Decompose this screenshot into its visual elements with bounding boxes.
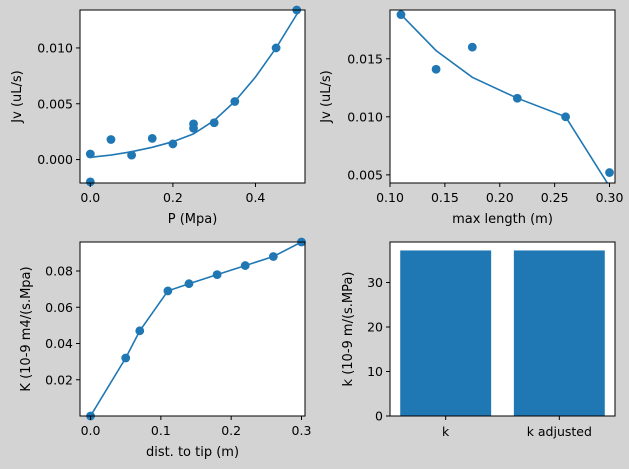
fit-line: [400, 14, 609, 183]
x-tick-label: 0.2: [163, 190, 183, 205]
x-tick-label: 0.4: [246, 190, 266, 205]
x-tick-label: 0.1: [151, 423, 171, 438]
data-point: [135, 326, 145, 336]
data-point: [212, 270, 222, 280]
ylabel: Jv (uL/s): [319, 70, 334, 123]
y-tick-label: 0.04: [45, 336, 73, 351]
fit-line: [90, 10, 301, 159]
x-tick-label: 0.20: [486, 190, 514, 205]
y-tick-label: 10: [367, 364, 383, 379]
x-tick-label: 0.30: [596, 190, 624, 205]
y-tick-label: 0: [375, 409, 383, 424]
xlabel: dist. to tip (m): [146, 445, 239, 460]
y-tick-label: 30: [367, 275, 383, 290]
data-point: [431, 64, 441, 74]
bar-2: [513, 250, 605, 416]
data-point: [163, 286, 173, 296]
y-tick-label: 20: [367, 319, 383, 334]
y-tick-label: 0.08: [45, 264, 73, 279]
subplot-k-vs-dist-to-tip: 0.0 0.1 0.2 0.3 0.02 0.04 0.06 0.08 dist. to t…: [19, 237, 312, 460]
y-tick-label: 0.015: [347, 51, 383, 66]
y-tick-label: 0.02: [45, 372, 73, 387]
x-tick-label: 0.2: [221, 423, 241, 438]
x-tick-label: 0.0: [80, 190, 100, 205]
data-point: [121, 353, 131, 363]
data-point: [268, 252, 278, 261]
xlabel: max length (m): [452, 212, 553, 227]
y-tick-label: 0.005: [347, 167, 383, 182]
ylabel: K (10-9 m4/(s.Mpa): [19, 266, 34, 391]
data-point: [561, 112, 571, 122]
bar-1: [400, 250, 492, 416]
data-point: [271, 43, 281, 53]
ylabel: k (10-9 m/(s.MPa): [341, 272, 356, 387]
data-point: [127, 150, 137, 160]
data-point: [467, 42, 477, 52]
data-point: [147, 133, 157, 143]
x-tick-label: 0.3: [292, 423, 312, 438]
category-label: k: [442, 424, 450, 439]
data-point: [85, 177, 95, 187]
y-tick-label: 0.010: [37, 40, 73, 55]
data-point: [605, 168, 614, 177]
data-point: [396, 10, 406, 20]
subplot-jv-vs-max-length: 0.10 0.15 0.20 0.25 0.30 0.005 0.010 0.015 max…: [319, 9, 624, 227]
subplot-k-bar-chart: k k adjusted 0 10 20 30 k (10-9 m/(s.MPa): [341, 241, 616, 439]
data-point: [230, 97, 240, 106]
x-tick-label: 0.10: [376, 190, 404, 205]
data-point: [209, 118, 219, 128]
category-label: k adjusted: [527, 424, 592, 439]
data-point: [106, 135, 116, 144]
ylabel: Jv (uL/s): [10, 70, 25, 123]
y-tick-label: 0.010: [347, 109, 383, 124]
subplot-jv-vs-pressure: 0.0 0.2 0.4 0.000 0.005 0.010 P (Mpa) Jv (uL…: [10, 5, 306, 227]
data-point: [184, 279, 194, 289]
y-tick-label: 0.000: [37, 152, 73, 167]
x-tick-label: 0.0: [81, 423, 101, 438]
data-point: [85, 149, 95, 159]
data-point: [512, 93, 522, 103]
data-point: [168, 139, 178, 149]
y-tick-label: 0.005: [37, 96, 73, 111]
x-tick-label: 0.25: [541, 190, 569, 205]
data-point: [240, 261, 250, 270]
xlabel: P (Mpa): [168, 212, 218, 227]
y-tick-label: 0.06: [45, 300, 73, 315]
data-point: [189, 123, 198, 133]
x-tick-label: 0.15: [431, 190, 459, 205]
